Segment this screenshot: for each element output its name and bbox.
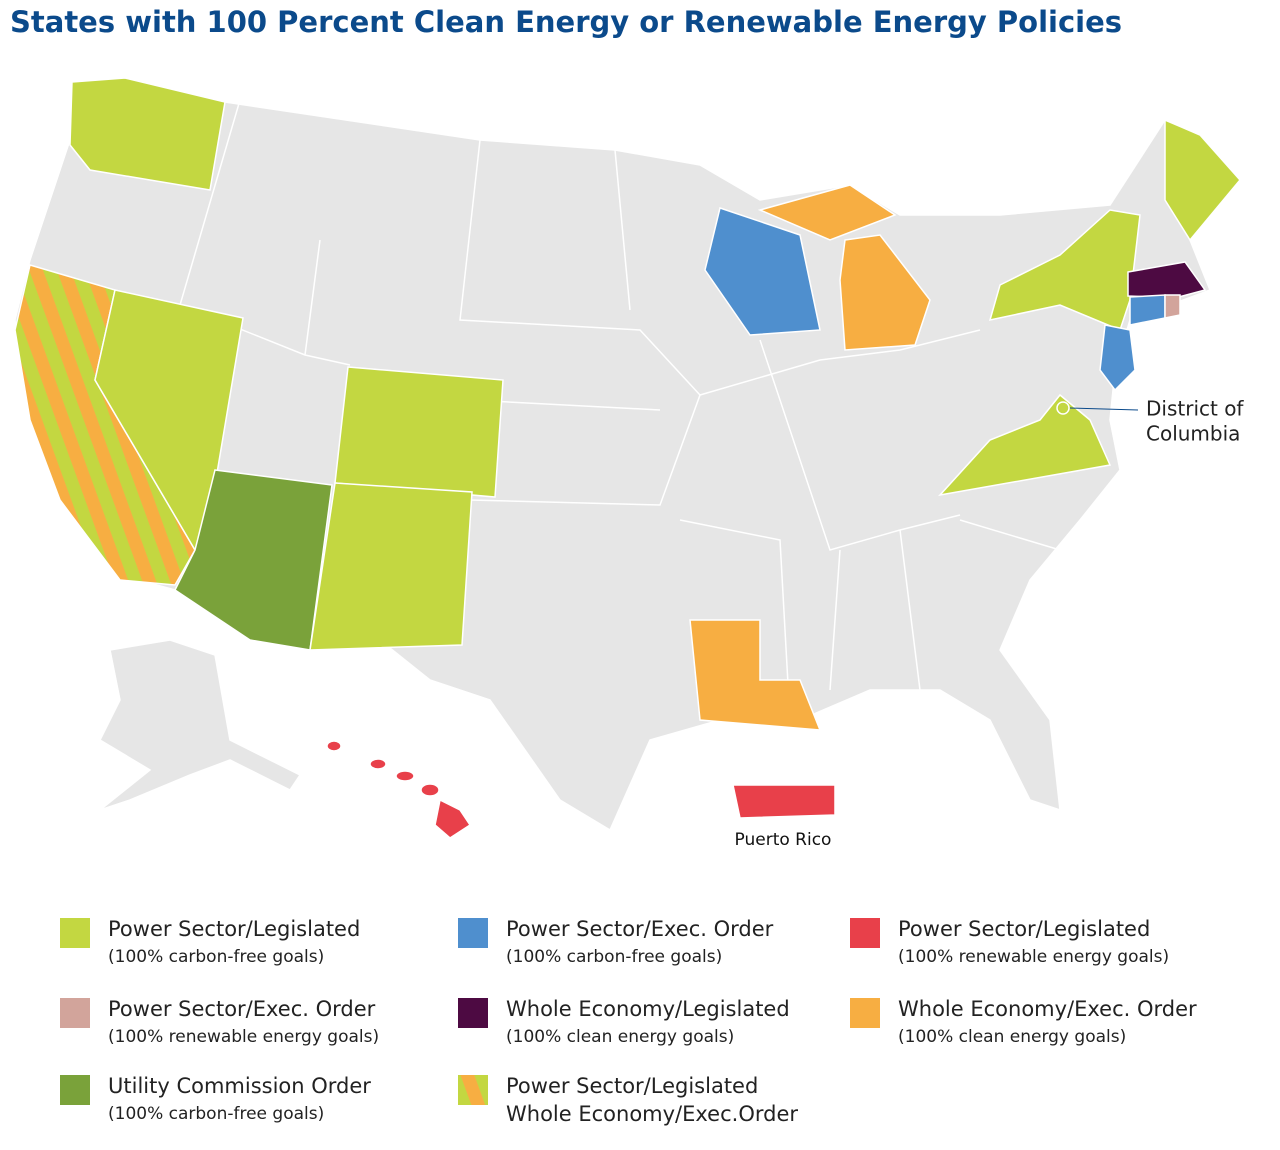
legend-item: Power Sector/Legislated (100% carbon-free… xyxy=(60,917,360,967)
legend-swatch xyxy=(60,998,90,1028)
virginia xyxy=(937,393,1112,497)
legend-item: Utility Commission Order (100% carbon-fre… xyxy=(60,1074,371,1124)
wisconsin xyxy=(704,207,821,336)
dc-label: District of xyxy=(1146,397,1244,421)
title: States with 100 Percent Clean Energy or … xyxy=(10,5,1122,39)
legend-item: Power Sector/Exec. Order (100% renewable … xyxy=(60,997,379,1047)
maine xyxy=(1164,118,1241,242)
legend-item: Whole Economy/Legislated (100% clean ener… xyxy=(458,997,790,1047)
legend-note: (100% clean energy goals) xyxy=(898,1027,1126,1047)
legend-swatch xyxy=(60,1075,90,1105)
legend-title: Power Sector/Legislated xyxy=(108,917,360,941)
colorado xyxy=(334,366,504,498)
connecticut xyxy=(1129,294,1166,326)
washington xyxy=(69,77,226,191)
legend-note: (100% carbon-free goals) xyxy=(108,947,324,967)
legend-title: Whole Economy/Exec. Order xyxy=(898,997,1197,1021)
legend-swatch xyxy=(458,918,488,948)
dc-label: Columbia xyxy=(1146,422,1240,446)
legend-note: (100% renewable energy goals) xyxy=(108,1027,379,1047)
hawaii-island xyxy=(369,758,387,770)
legend-item: Power Sector/Legislated (100% renewable e… xyxy=(850,917,1169,967)
louisiana xyxy=(689,619,822,731)
legend-note: (100% carbon-free goals) xyxy=(108,1104,324,1124)
michigan-lower xyxy=(839,234,931,351)
new-mexico xyxy=(309,482,473,651)
legend-swatch xyxy=(850,998,880,1028)
legend-title: Power Sector/Legislated xyxy=(898,917,1150,941)
arizona xyxy=(174,469,333,651)
legend-title: Power Sector/Legislated xyxy=(506,1074,758,1098)
legend: Power Sector/Legislated (100% carbon-free… xyxy=(60,917,1197,1126)
new-jersey xyxy=(1099,324,1136,392)
legend-title: Whole Economy/Legislated xyxy=(506,997,790,1021)
hawaii-island xyxy=(326,740,342,752)
legend-item: Whole Economy/Exec. Order (100% clean ene… xyxy=(850,997,1197,1047)
puerto-rico-label: Puerto Rico xyxy=(735,830,832,850)
policy-states xyxy=(14,77,1241,839)
puerto-rico xyxy=(732,784,836,819)
legend-title: Whole Economy/Exec.Order xyxy=(506,1102,798,1126)
legend-title: Power Sector/Exec. Order xyxy=(506,917,774,941)
michigan-upper xyxy=(757,184,897,241)
legend-note: (100% carbon-free goals) xyxy=(506,947,722,967)
hawaii-island xyxy=(420,783,440,797)
hawaii xyxy=(326,740,472,839)
legend-swatch xyxy=(458,998,488,1028)
legend-swatch xyxy=(458,1075,488,1105)
legend-title: Power Sector/Exec. Order xyxy=(108,997,376,1021)
dc xyxy=(1056,401,1070,415)
dc-leader xyxy=(1069,407,1139,411)
hawaii-island xyxy=(434,798,472,839)
legend-swatch xyxy=(60,918,90,948)
legend-title: Utility Commission Order xyxy=(108,1074,371,1098)
hawaii-island xyxy=(395,770,415,782)
legend-note: (100% renewable energy goals) xyxy=(898,947,1169,967)
legend-item: Power Sector/Exec. Order (100% carbon-fre… xyxy=(458,917,774,967)
rhode-island xyxy=(1164,294,1181,319)
alaska xyxy=(99,639,302,811)
legend-note: (100% clean energy goals) xyxy=(506,1027,734,1047)
legend-swatch xyxy=(850,918,880,948)
legend-item: Power Sector/Legislated Whole Economy/Exe… xyxy=(458,1074,798,1126)
massachusetts xyxy=(1127,261,1207,299)
